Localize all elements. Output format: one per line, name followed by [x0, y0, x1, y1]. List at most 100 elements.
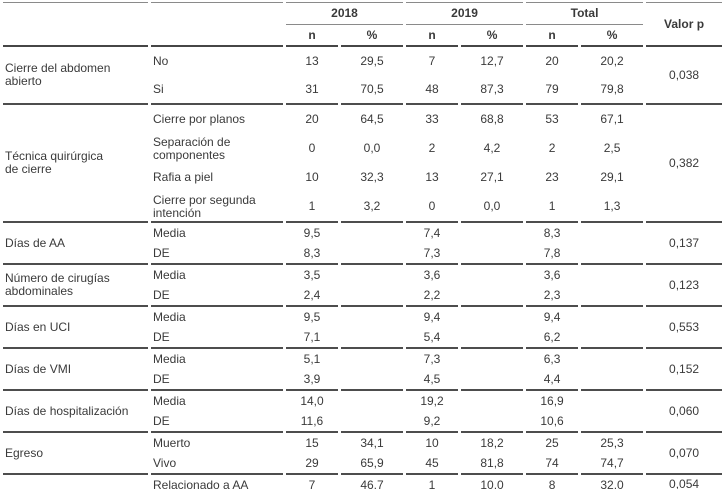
value-cell: 10,0 [480, 477, 504, 489]
table-row: DE 3,9 4,5 4,4 [3, 369, 722, 391]
value-cell: 2,2 [406, 285, 459, 307]
value-cell: 18,2 [480, 435, 504, 450]
value-cell: 0,0 [461, 192, 524, 223]
p-value-cell: 0,382 [646, 105, 723, 223]
value-cell: 31 [286, 75, 338, 105]
value-cell [461, 285, 524, 307]
value-cell [581, 223, 643, 243]
value-cell [341, 349, 403, 369]
category-cell: Número de cirugías abdominales [3, 265, 148, 307]
value-cell: 79 [526, 75, 579, 105]
table-row: DE 7,1 5,4 6,2 [3, 327, 722, 349]
table-row: Rafia a piel 10 32,3 13 27,1 23 29,1 [3, 163, 722, 192]
table-row: Días en UCI Media 9,5 9,4 9,4 0,553 [3, 307, 723, 349]
value-cell: 74,7 [581, 453, 644, 475]
row-label-cell: Cierre por planos [153, 112, 246, 126]
value-cell: 53 [545, 112, 559, 126]
header-year-2018: 2018 [286, 2, 404, 25]
value-cell [581, 265, 643, 285]
value-cell: 10,6 [526, 411, 579, 433]
value-cell: 20 [305, 112, 319, 126]
row-label-cell: Media [153, 393, 186, 408]
value-cell [581, 327, 644, 349]
table-row: Cierre del abdomen abierto No 13 29,5 7 12,7 2… [3, 47, 723, 105]
value-cell [581, 285, 644, 307]
value-cell: 3,5 [303, 267, 321, 282]
value-cell: 29,5 [360, 53, 384, 68]
value-cell: 3,6 [423, 267, 441, 282]
category-cell: Días de AA [3, 223, 148, 265]
value-cell: 8,3 [543, 225, 561, 240]
row-label-cell: DE [151, 243, 283, 265]
value-cell: 64,5 [360, 112, 384, 126]
value-cell: 87,3 [461, 75, 524, 105]
header-pct-total: % [581, 25, 644, 47]
value-cell [461, 327, 524, 349]
category-cell: Cierre del abdomen abierto [3, 47, 148, 105]
value-cell: 13 [425, 170, 439, 184]
value-cell [461, 391, 523, 411]
row-label-cell: DE [151, 411, 283, 433]
row-label-cell: Muerto [153, 435, 191, 450]
p-value-cell: 0,123 [646, 265, 723, 307]
row-label-cell: Si [151, 75, 283, 105]
value-cell [461, 243, 524, 265]
value-cell [341, 243, 404, 265]
header-n-total: n [526, 25, 579, 47]
value-cell [461, 369, 524, 391]
value-cell: 27,1 [480, 170, 504, 184]
value-cell: 3,2 [341, 192, 404, 223]
category-cell: Técnica quirúrgica de cierre [3, 105, 148, 223]
header-n-2018: n [286, 25, 338, 47]
value-cell: 7,3 [423, 351, 441, 366]
value-cell: 10 [425, 435, 439, 450]
value-cell: 10 [305, 170, 319, 184]
table-row: Días de VMI Media 5,1 7,3 6,3 0,152 [3, 349, 723, 391]
value-cell [341, 285, 404, 307]
value-cell [581, 369, 644, 391]
p-value-cell: 0,152 [646, 349, 723, 391]
value-cell: 3,6 [543, 267, 561, 282]
value-cell [461, 349, 523, 369]
table-row: Separación de componentes 0 0,0 2 4,2 2 2,5 [3, 134, 722, 163]
table-body: Cierre del abdomen abierto No 13 29,5 7 12,7 2… [3, 47, 723, 489]
value-cell: 0 [308, 141, 316, 155]
value-cell: 8,3 [286, 243, 338, 265]
value-cell: 13 [305, 53, 319, 68]
value-cell [581, 411, 644, 433]
value-cell: 29 [286, 453, 338, 475]
row-label-cell: Rafia a piel [153, 170, 214, 184]
value-cell: 7,3 [406, 243, 459, 265]
value-cell: 6,3 [543, 351, 561, 366]
value-cell: 2 [548, 141, 556, 155]
value-cell: 0,0 [363, 141, 381, 155]
category-cell: Días en UCI [3, 307, 148, 349]
value-cell: 20,2 [600, 53, 624, 68]
header-sub-row: n % n % n % [3, 25, 722, 47]
value-cell: 46,7 [360, 477, 384, 489]
value-cell: 9,5 [303, 225, 321, 240]
value-cell: 7,4 [423, 225, 441, 240]
value-cell: 32,3 [360, 170, 384, 184]
value-cell: 14,0 [300, 393, 324, 408]
value-cell [341, 223, 403, 243]
value-cell: 1 [286, 192, 338, 223]
header-pct-2018: % [341, 25, 404, 47]
header-total: Total [526, 2, 644, 25]
value-cell: 1 [428, 477, 436, 489]
row-label-cell: Cierre por segunda intención [151, 192, 283, 223]
row-label-cell: Media [153, 225, 186, 240]
value-cell: 16,9 [540, 393, 564, 408]
value-cell: 2 [428, 141, 436, 155]
table-header: 2018 2019 Total Valor p n % n % n % [3, 2, 723, 47]
header-pct-2019: % [461, 25, 524, 47]
p-value-cell: 0,038 [646, 47, 723, 105]
value-cell [341, 265, 403, 285]
value-cell: 79,8 [581, 75, 644, 105]
value-cell: 32,0 [600, 477, 624, 489]
header-spacer-category [3, 2, 148, 47]
value-cell [581, 243, 644, 265]
value-cell [341, 391, 403, 411]
value-cell: 20 [545, 53, 559, 68]
